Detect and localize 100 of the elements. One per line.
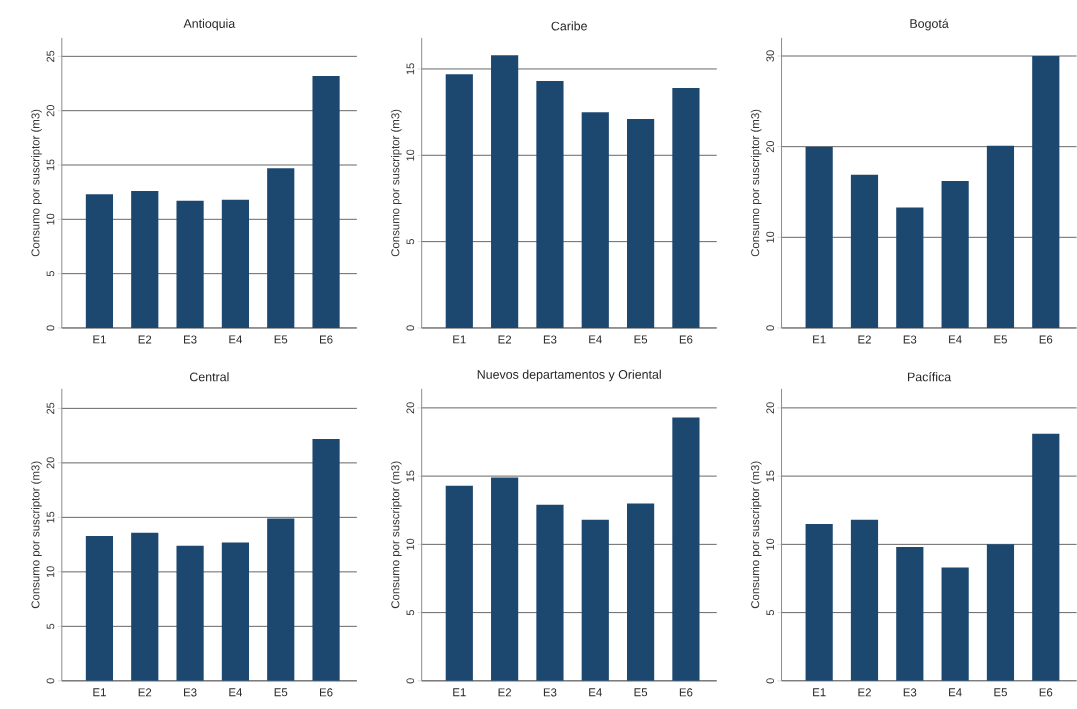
bar <box>445 485 473 681</box>
y-tick-label: 15 <box>406 470 415 482</box>
bar <box>1032 56 1060 329</box>
y-tick-label: 25 <box>46 402 55 415</box>
x-tick-label: E4 <box>949 688 962 697</box>
y-tick-label: 0 <box>766 325 775 331</box>
chart-title: Central <box>189 372 229 382</box>
x-tick-label: E6 <box>679 335 693 344</box>
x-tick-label: E3 <box>184 688 197 697</box>
x-tick-label: E1 <box>453 688 466 697</box>
bar <box>85 536 114 681</box>
x-tick-label: E2 <box>498 688 512 697</box>
x-tick-label: E5 <box>274 335 288 344</box>
x-tick-label: E6 <box>679 688 693 697</box>
x-tick-label: E3 <box>903 335 917 344</box>
y-axis-title: Consumo por suscriptor (m3) <box>750 461 762 609</box>
x-tick-label: E1 <box>93 335 106 344</box>
y-tick-label: 5 <box>46 271 55 277</box>
bar <box>896 207 924 329</box>
y-tick-label: 15 <box>766 470 775 482</box>
bar <box>941 567 969 681</box>
y-tick-label: 0 <box>406 678 415 684</box>
y-tick-label: 10 <box>766 538 775 550</box>
x-tick-label: E5 <box>274 688 288 697</box>
bar <box>581 112 609 329</box>
x-tick-label: E1 <box>813 335 826 344</box>
y-tick-label: 10 <box>766 231 775 243</box>
y-axis-title: Consumo por suscriptor (m3) <box>390 109 402 257</box>
x-tick-label: E5 <box>994 688 1007 697</box>
bar <box>850 174 879 329</box>
y-tick-label: 10 <box>46 566 55 578</box>
y-tick-label: 15 <box>46 511 55 523</box>
bar <box>176 200 204 329</box>
x-tick-label: E1 <box>93 688 106 697</box>
y-tick-label: 20 <box>766 402 775 414</box>
y-tick-label: 20 <box>46 105 55 117</box>
bar <box>312 76 340 329</box>
chart-title: Pacífica <box>908 372 952 382</box>
x-tick-label: E2 <box>138 335 152 344</box>
bar <box>805 524 833 681</box>
x-tick-label: E3 <box>184 335 197 344</box>
y-tick-label: 5 <box>406 239 415 245</box>
y-tick-label: 0 <box>46 325 55 331</box>
y-axis-title: Consumo por suscriptor (m3) <box>750 109 762 257</box>
x-tick-label: E4 <box>589 335 602 344</box>
bar <box>986 145 1015 329</box>
bar <box>941 181 969 329</box>
y-tick-label: 5 <box>766 610 775 616</box>
bar <box>445 74 473 329</box>
x-tick-label: E6 <box>320 688 333 697</box>
x-tick-label: E4 <box>949 335 962 344</box>
x-tick-label: E6 <box>1039 335 1053 344</box>
bar <box>805 146 833 329</box>
x-tick-label: E2 <box>138 688 152 697</box>
x-tick-label: E5 <box>634 688 648 697</box>
y-tick-label: 0 <box>766 678 775 684</box>
x-tick-label: E1 <box>813 688 826 697</box>
bar <box>986 544 1015 681</box>
bar <box>672 88 700 329</box>
y-axis-title: Consumo por suscriptor (m3) <box>390 461 402 609</box>
y-tick-label: 5 <box>406 610 415 616</box>
y-tick-label: 20 <box>766 141 775 153</box>
x-tick-label: E5 <box>994 335 1007 344</box>
x-tick-label: E2 <box>498 335 512 344</box>
bar <box>536 81 564 329</box>
y-tick-label: 25 <box>46 50 55 63</box>
x-tick-label: E3 <box>903 688 917 697</box>
x-tick-label: E6 <box>1039 688 1053 697</box>
bar <box>1032 433 1060 681</box>
y-tick-label: 0 <box>406 325 415 331</box>
bar <box>267 168 295 329</box>
bar <box>221 199 250 329</box>
bar <box>536 504 564 681</box>
x-tick-label: E1 <box>453 335 466 344</box>
y-tick-label: 30 <box>766 50 775 62</box>
bar <box>627 503 655 681</box>
y-axis-title: Consumo por suscriptor (m3) <box>31 461 42 609</box>
x-tick-label: E6 <box>320 335 333 344</box>
chart-title: Caribe <box>551 21 587 31</box>
y-tick-label: 20 <box>406 402 415 414</box>
chart-title: Bogotá <box>910 18 949 31</box>
x-tick-label: E2 <box>858 688 871 697</box>
bar <box>221 542 250 681</box>
bar <box>491 477 519 681</box>
x-tick-label: E5 <box>634 335 648 344</box>
x-tick-label: E3 <box>543 335 557 344</box>
y-tick-label: 10 <box>46 213 55 225</box>
x-tick-label: E2 <box>858 335 871 344</box>
bar <box>850 519 879 681</box>
bar <box>896 547 924 681</box>
x-tick-label: E3 <box>543 688 557 697</box>
bar <box>85 194 114 329</box>
bar <box>672 417 700 681</box>
y-tick-label: 15 <box>406 63 415 75</box>
bar <box>581 519 609 681</box>
bar <box>267 518 295 681</box>
bar <box>131 191 159 329</box>
chart-title: Antioquia <box>183 18 236 31</box>
bar <box>176 545 204 681</box>
bar <box>491 55 519 329</box>
